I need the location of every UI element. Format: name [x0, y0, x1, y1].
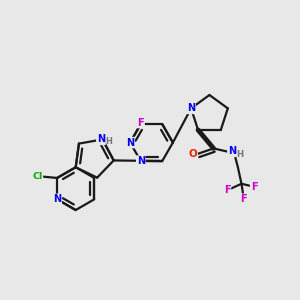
Text: N: N [53, 194, 61, 204]
Text: N: N [228, 146, 236, 156]
Text: Cl: Cl [32, 172, 42, 181]
Text: F: F [241, 194, 247, 204]
Text: H: H [106, 137, 112, 146]
Text: F: F [137, 118, 144, 128]
Text: F: F [251, 182, 257, 192]
Text: N: N [126, 138, 134, 148]
Text: N: N [97, 134, 105, 144]
Text: F: F [224, 185, 230, 195]
Text: N: N [137, 156, 145, 166]
Text: H: H [237, 150, 244, 159]
Text: O: O [188, 149, 197, 159]
Text: N: N [187, 103, 195, 113]
